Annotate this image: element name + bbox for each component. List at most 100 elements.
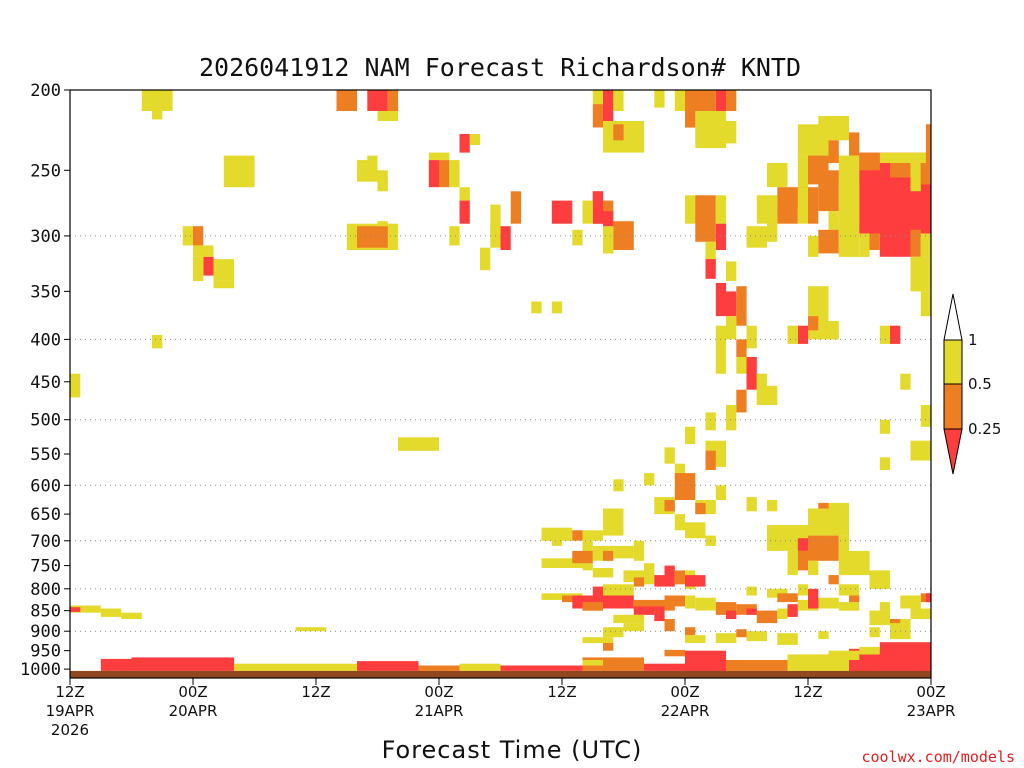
colorbar-bottom-triangle <box>943 428 963 475</box>
ri-cell <box>674 90 686 111</box>
ri-cell <box>705 412 716 431</box>
ri-cell <box>603 90 614 121</box>
ri-cell <box>664 619 675 632</box>
x-axis-label: Forecast Time (UTC) <box>382 736 643 764</box>
ri-cell <box>603 584 634 596</box>
ri-cell <box>572 550 593 564</box>
ri-cell <box>613 90 624 111</box>
ri-cell <box>808 588 819 607</box>
ri-cell <box>459 200 470 224</box>
ri-cell <box>685 650 726 671</box>
ri-cell <box>357 160 378 182</box>
ri-cell <box>572 595 634 609</box>
colorbar-legend: 1 0.5 0.25 <box>943 293 1001 475</box>
ri-cell <box>746 586 757 596</box>
y-tick-label: 900 <box>30 622 61 642</box>
ri-cell <box>746 608 757 615</box>
ri-cell <box>879 642 932 651</box>
y-tick-label: 300 <box>30 227 61 247</box>
ri-cell <box>685 522 706 539</box>
ri-cell <box>70 605 101 613</box>
ri-cell <box>387 90 399 111</box>
ri-cell <box>500 226 511 250</box>
ri-cell <box>890 619 911 640</box>
ri-cell <box>797 538 809 551</box>
ri-cell <box>551 200 573 224</box>
ri-cell <box>849 595 860 603</box>
ri-cell <box>633 599 675 611</box>
y-tick-label: 650 <box>30 505 61 525</box>
x-tick-label: 00Z <box>424 683 453 701</box>
ri-cell <box>828 211 839 230</box>
ri-cell <box>654 606 665 622</box>
ri-cell <box>910 163 921 192</box>
ri-cell <box>193 256 204 281</box>
ri-cell <box>654 575 675 587</box>
ri-cell <box>572 530 583 541</box>
ri-cell <box>459 134 470 153</box>
ri-cell <box>808 187 819 224</box>
ri-cell <box>808 535 839 561</box>
x-tick-label: 23APR <box>907 702 956 720</box>
ri-cell <box>654 90 665 108</box>
ri-cell <box>920 291 932 317</box>
ri-cell <box>70 373 81 398</box>
ri-cell <box>797 584 809 596</box>
ri-cell <box>777 608 788 619</box>
ri-cell <box>664 565 675 578</box>
ri-cell <box>367 90 388 111</box>
ri-cell <box>726 660 788 671</box>
ri-cell <box>808 286 829 340</box>
ri-cell <box>869 627 880 638</box>
ri-cell <box>664 500 675 512</box>
ri-cell <box>890 325 901 344</box>
ri-cell <box>295 627 327 632</box>
ri-cell <box>726 90 737 111</box>
y-tick-label: 250 <box>30 161 61 181</box>
ri-cell <box>838 584 860 596</box>
y-tick-label: 700 <box>30 532 61 552</box>
heatmap-cells <box>70 90 932 671</box>
x-tick-label: 2026 <box>51 721 89 739</box>
ri-cell <box>859 152 880 171</box>
ri-cell <box>920 233 932 257</box>
y-tick-label: 1000 <box>20 660 61 680</box>
ri-cell <box>879 229 911 257</box>
ri-cell <box>818 631 829 640</box>
ri-cell <box>736 286 747 326</box>
ri-cell <box>603 643 614 651</box>
ri-cell <box>879 457 891 470</box>
ri-cell <box>838 535 850 561</box>
ri-cell <box>377 221 388 227</box>
ri-cell <box>603 508 624 536</box>
ri-cell <box>777 208 798 224</box>
y-tick-label: 800 <box>30 580 61 600</box>
ri-cell <box>582 637 614 644</box>
ri-cell <box>603 627 624 638</box>
ri-cell <box>592 586 604 596</box>
ri-cell <box>459 187 470 201</box>
ri-cell <box>582 530 603 541</box>
ri-cell <box>869 233 880 250</box>
ri-cell <box>767 588 788 598</box>
ri-cell <box>695 502 706 515</box>
ri-cell <box>141 90 173 111</box>
ri-cell <box>920 405 932 427</box>
ri-cell <box>357 661 419 671</box>
ri-cell <box>500 665 583 671</box>
ri-cell <box>685 635 706 643</box>
ri-cell <box>910 256 931 292</box>
ri-cell <box>818 170 839 212</box>
ri-cell <box>357 226 388 248</box>
ri-cell <box>685 595 696 609</box>
ri-cell <box>644 563 655 585</box>
x-tick-label: 00Z <box>916 683 945 701</box>
ri-cell <box>531 301 542 314</box>
ri-cell <box>582 660 603 666</box>
ri-cell <box>705 259 716 279</box>
ri-cell <box>623 623 644 632</box>
ri-cell <box>541 527 573 541</box>
ri-cell <box>767 500 778 512</box>
ri-cell <box>603 211 614 227</box>
